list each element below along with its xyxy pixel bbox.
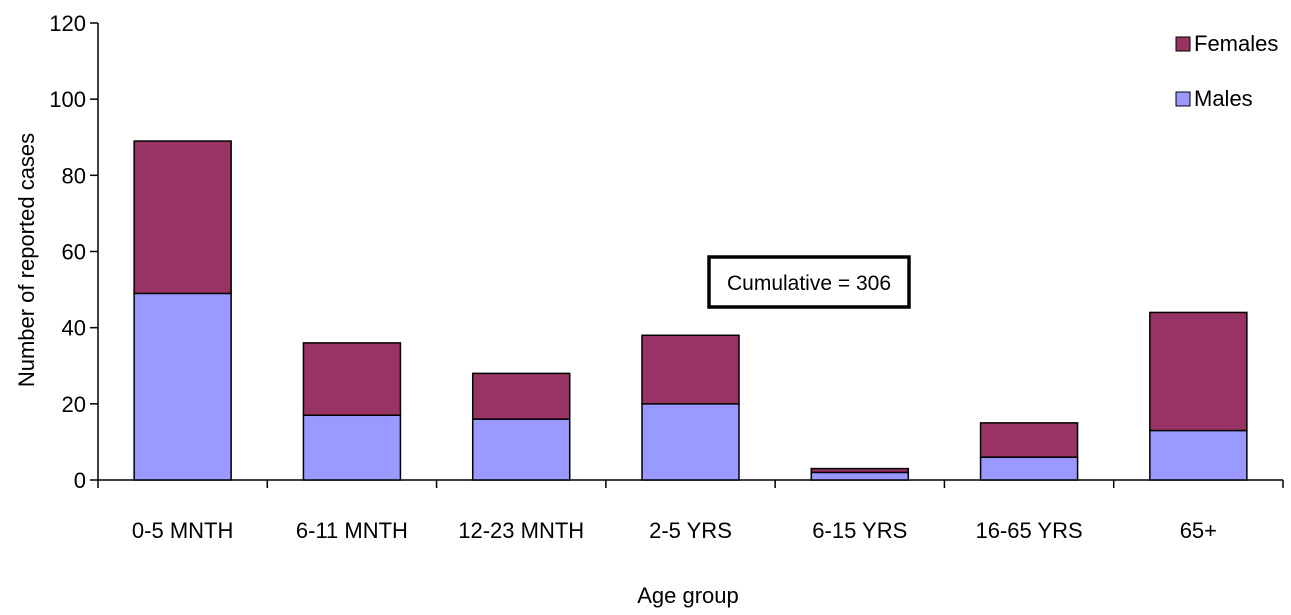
bar-females (1149, 311, 1248, 432)
bar-males (641, 403, 740, 481)
bar-males (302, 414, 402, 481)
y-axis: 0 20 40 60 80 100 120 (49, 11, 99, 493)
bar-males (810, 471, 910, 481)
bar-females (302, 342, 402, 417)
y-tick-label: 60 (62, 240, 86, 265)
bar-males (133, 292, 232, 481)
x-axis (97, 479, 1284, 488)
bar-females (979, 422, 1079, 458)
bar-males (1149, 429, 1248, 481)
x-tick-label: 16-65 YRS (975, 518, 1082, 543)
x-tick-label: 0-5 MNTH (132, 518, 233, 543)
y-tick-label: 0 (74, 468, 86, 493)
annotation-box (707, 255, 911, 309)
bar-females (641, 334, 740, 405)
bar-females (471, 372, 571, 420)
bar-males (471, 418, 571, 481)
bar-females (810, 467, 910, 474)
bars (133, 140, 1248, 481)
x-tick-labels: 0-5 MNTH 6-11 MNTH 12-23 MNTH 2-5 YRS 6-15 Y… (132, 518, 1217, 543)
cumulative-annotation: Cumulative = 306 (707, 255, 911, 309)
legend-label-males: Males (1194, 86, 1253, 111)
x-tick-label: 65+ (1180, 518, 1217, 543)
x-tick-label: 6-15 YRS (812, 518, 907, 543)
legend-label-females: Females (1194, 31, 1278, 56)
legend: Females Males (1175, 31, 1278, 111)
y-tick-label: 20 (62, 392, 86, 417)
legend-swatch-females (1175, 36, 1191, 52)
x-tick-label: 6-11 MNTH (296, 518, 408, 543)
legend-swatch-males (1175, 91, 1191, 107)
y-axis-title: Number of reported cases (14, 133, 39, 387)
x-tick-label: 12-23 MNTH (458, 518, 584, 543)
y-tick-label: 120 (49, 11, 86, 36)
x-axis-title: Age group (637, 583, 739, 608)
bar-females (133, 140, 232, 295)
y-tick-label: 40 (62, 316, 86, 341)
y-tick-label: 100 (49, 87, 86, 112)
bar-males (979, 456, 1079, 481)
x-tick-label: 2-5 YRS (649, 518, 732, 543)
y-tick-label: 80 (62, 163, 86, 188)
annotation-text: Cumulative = 306 (727, 272, 891, 295)
